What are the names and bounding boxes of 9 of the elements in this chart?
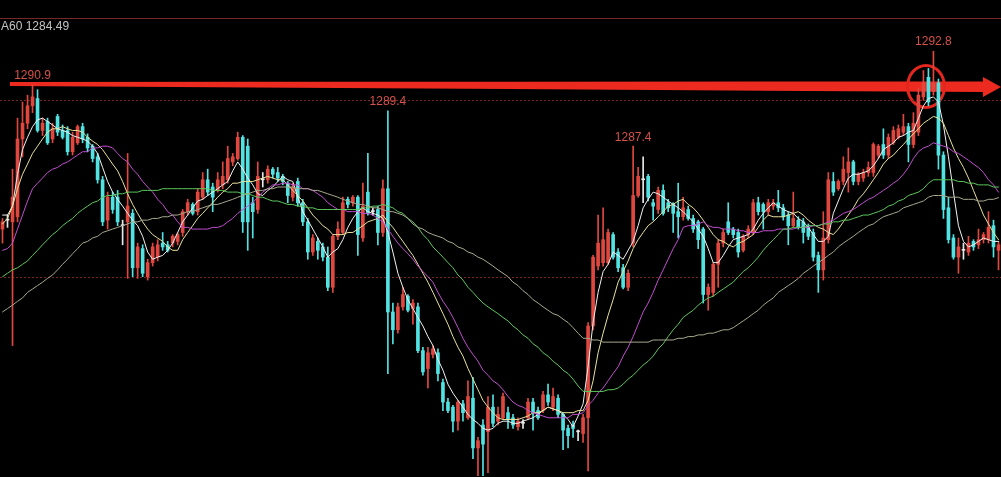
candlestick bbox=[651, 199, 655, 221]
text: 1289.4 bbox=[369, 94, 407, 109]
candlestick bbox=[576, 429, 580, 442]
text: 1290.9 bbox=[14, 67, 51, 82]
candlestick bbox=[476, 437, 480, 476]
text: 1292.8 bbox=[915, 34, 952, 49]
candlestick bbox=[641, 156, 645, 204]
text: A60 1284.49 bbox=[1, 19, 70, 34]
text: 1287.4 bbox=[614, 129, 652, 144]
